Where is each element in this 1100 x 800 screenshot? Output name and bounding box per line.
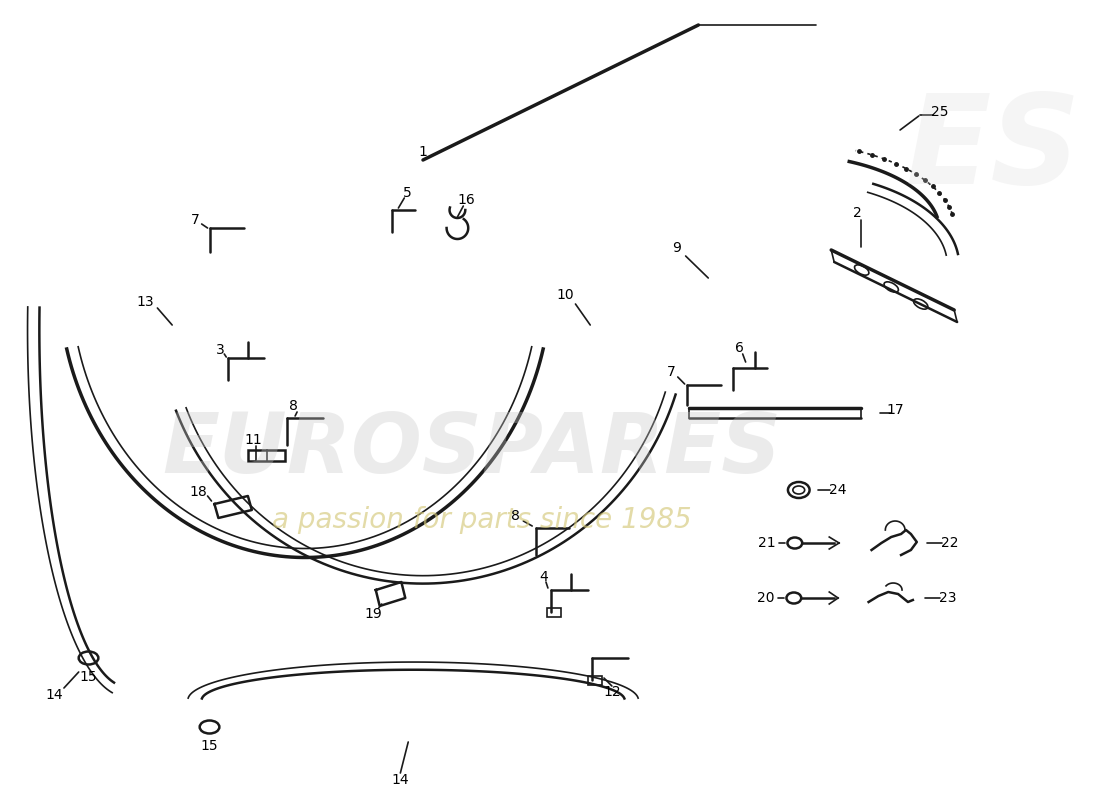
Text: 20: 20 bbox=[757, 591, 774, 605]
Text: 16: 16 bbox=[458, 193, 475, 207]
Text: 25: 25 bbox=[931, 105, 948, 119]
Text: 21: 21 bbox=[759, 536, 777, 550]
Text: 14: 14 bbox=[392, 773, 409, 787]
Text: 17: 17 bbox=[887, 403, 904, 417]
Text: 15: 15 bbox=[200, 739, 218, 753]
Text: 2: 2 bbox=[854, 206, 862, 220]
Text: 7: 7 bbox=[190, 213, 199, 227]
Text: 23: 23 bbox=[938, 591, 956, 605]
Text: 14: 14 bbox=[45, 688, 63, 702]
Text: a passion for parts since 1985: a passion for parts since 1985 bbox=[272, 506, 692, 534]
Text: 4: 4 bbox=[540, 570, 549, 584]
Text: ES: ES bbox=[905, 90, 1081, 210]
Text: 18: 18 bbox=[190, 485, 208, 499]
Bar bbox=[588, 676, 602, 685]
Text: 19: 19 bbox=[365, 607, 383, 621]
Text: 9: 9 bbox=[672, 241, 681, 255]
Text: 15: 15 bbox=[79, 670, 97, 684]
Text: 12: 12 bbox=[603, 685, 620, 699]
Text: 10: 10 bbox=[557, 288, 574, 302]
Text: 3: 3 bbox=[216, 343, 224, 357]
Text: 22: 22 bbox=[940, 536, 958, 550]
Text: 8: 8 bbox=[512, 509, 520, 523]
Bar bbox=[248, 450, 285, 461]
Text: 7: 7 bbox=[667, 365, 675, 379]
Text: 24: 24 bbox=[829, 483, 847, 497]
Text: 11: 11 bbox=[245, 433, 263, 447]
Text: 6: 6 bbox=[735, 341, 745, 355]
Text: EUROSPARES: EUROSPARES bbox=[163, 410, 782, 490]
Text: 8: 8 bbox=[288, 399, 298, 413]
Text: 1: 1 bbox=[419, 145, 428, 159]
Text: 5: 5 bbox=[403, 186, 411, 200]
Bar bbox=[547, 608, 561, 617]
Text: 13: 13 bbox=[136, 295, 154, 309]
